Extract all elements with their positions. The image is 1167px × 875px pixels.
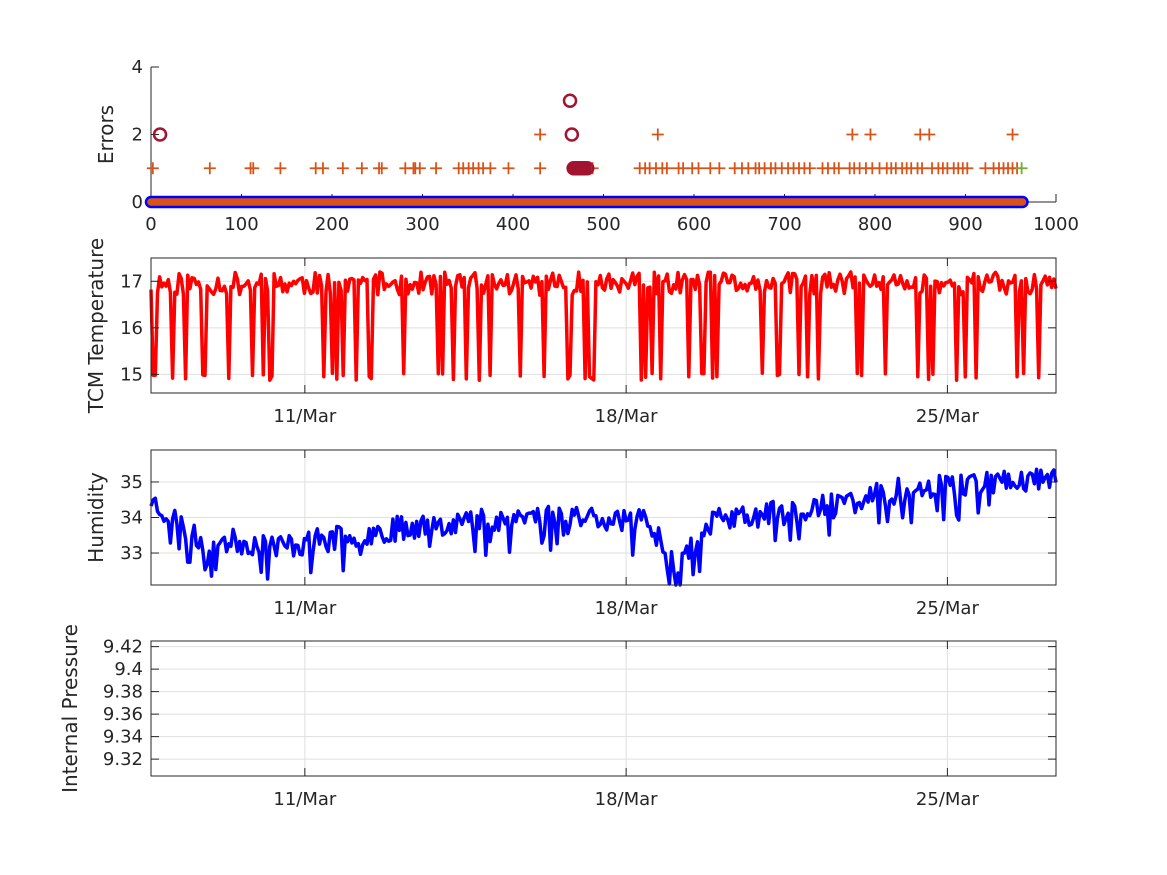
pressure-y-tick-label: 9.4 xyxy=(114,659,143,680)
pressure-y-tick-label: 9.34 xyxy=(103,727,143,748)
errors-circle-point xyxy=(152,127,168,142)
errors-x-tick-label: 700 xyxy=(767,214,801,235)
pressure-x-tick-label: 18/Mar xyxy=(595,789,659,810)
errors-x-tick-label: 500 xyxy=(586,214,620,235)
errors-circle-point xyxy=(562,93,578,108)
pressure-x-tick-label: 11/Mar xyxy=(273,789,337,810)
errors-plus-point xyxy=(864,128,877,141)
humidity-y-tick-label: 34 xyxy=(120,508,143,529)
errors-plus-point xyxy=(961,162,974,175)
errors-plus-point xyxy=(247,162,260,175)
humidity-y-tick-label: 33 xyxy=(120,543,143,564)
pressure-y-label: Internal Pressure xyxy=(58,624,82,793)
temperature-x-tick-label: 11/Mar xyxy=(273,406,337,427)
humidity-chart: 11/Mar 18/Mar 25/Mar 33 34 35 Humidity xyxy=(84,449,1058,619)
errors-x-tick-label: 200 xyxy=(315,214,349,235)
errors-y-tick-label: 0 xyxy=(132,192,143,213)
pressure-y-tick-label: 9.38 xyxy=(103,682,143,703)
temperature-x-tick-label: 18/Mar xyxy=(595,406,659,427)
errors-plus-point xyxy=(146,162,159,175)
errors-plus-point xyxy=(651,128,664,141)
errors-x-tick-label: 800 xyxy=(858,214,892,235)
temperature-series-line xyxy=(149,270,1058,382)
pressure-axes-box xyxy=(150,640,1057,777)
errors-plus-point xyxy=(1015,162,1028,175)
errors-plus-point xyxy=(484,162,497,175)
humidity-y-tick-label: 35 xyxy=(120,472,143,493)
errors-plus-point xyxy=(713,162,726,175)
errors-plus-point xyxy=(502,162,515,175)
temperature-x-tick-label: 25/Mar xyxy=(916,406,980,427)
errors-x-tick-label: 600 xyxy=(677,214,711,235)
errors-plus-point xyxy=(692,162,705,175)
errors-plus-point xyxy=(1006,128,1019,141)
errors-plus-point xyxy=(430,162,443,175)
errors-chart: 0 100 200 300 400 500 600 700 800 900 1000 0 2 4 Error… xyxy=(94,57,1079,235)
humidity-x-tick-label: 18/Mar xyxy=(595,598,659,619)
errors-x-tick-label: 100 xyxy=(224,214,258,235)
temperature-y-label: TCM Temperature xyxy=(84,238,108,414)
errors-plus-point xyxy=(923,128,936,141)
errors-plus-point xyxy=(203,162,216,175)
errors-x-tick-label: 300 xyxy=(405,214,439,235)
pressure-y-tick-label: 9.32 xyxy=(103,749,143,770)
errors-circle-point xyxy=(564,127,580,142)
errors-plus-point xyxy=(832,162,845,175)
errors-x-tick-label: 900 xyxy=(948,214,982,235)
humidity-y-label: Humidity xyxy=(84,472,108,563)
errors-plus-point xyxy=(846,128,859,141)
pressure-x-tick-label: 25/Mar xyxy=(916,789,980,810)
errors-plus-point xyxy=(413,162,426,175)
temperature-axes-box xyxy=(150,257,1057,394)
errors-plus-point xyxy=(336,162,349,175)
errors-y-label: Errors xyxy=(94,105,118,164)
errors-y-tick-label: 2 xyxy=(132,125,143,146)
humidity-x-tick-label: 11/Mar xyxy=(273,598,337,619)
pressure-y-tick-label: 9.42 xyxy=(103,637,143,658)
errors-plus-point xyxy=(274,162,287,175)
errors-plus-point xyxy=(534,128,547,141)
errors-plus-point xyxy=(660,162,673,175)
temperature-y-tick-label: 17 xyxy=(120,271,143,292)
temperature-y-tick-label: 15 xyxy=(120,364,143,385)
errors-plus-point xyxy=(803,162,816,175)
temperature-chart: 11/Mar 18/Mar 25/Mar 15 16 17 TCM Temperature xyxy=(84,238,1058,427)
humidity-x-tick-label: 25/Mar xyxy=(916,598,980,619)
errors-zero-band xyxy=(144,195,1029,209)
humidity-series-line xyxy=(149,467,1058,587)
temperature-y-tick-label: 16 xyxy=(120,318,143,339)
errors-plus-point xyxy=(375,162,388,175)
errors-plus-point xyxy=(534,162,547,175)
errors-x-tick-label: 400 xyxy=(496,214,530,235)
errors-circle-point xyxy=(579,161,595,176)
errors-x-tick-label: 1000 xyxy=(1033,214,1079,235)
pressure-y-tick-label: 9.36 xyxy=(103,704,143,725)
errors-plus-point xyxy=(355,162,368,175)
errors-plus-point xyxy=(316,162,329,175)
pressure-chart: 11/Mar 18/Mar 25/Mar 9.329.349.369.389.49.4… xyxy=(58,624,1057,810)
errors-y-tick-label: 4 xyxy=(132,57,143,78)
errors-x-tick-label: 0 xyxy=(145,214,156,235)
